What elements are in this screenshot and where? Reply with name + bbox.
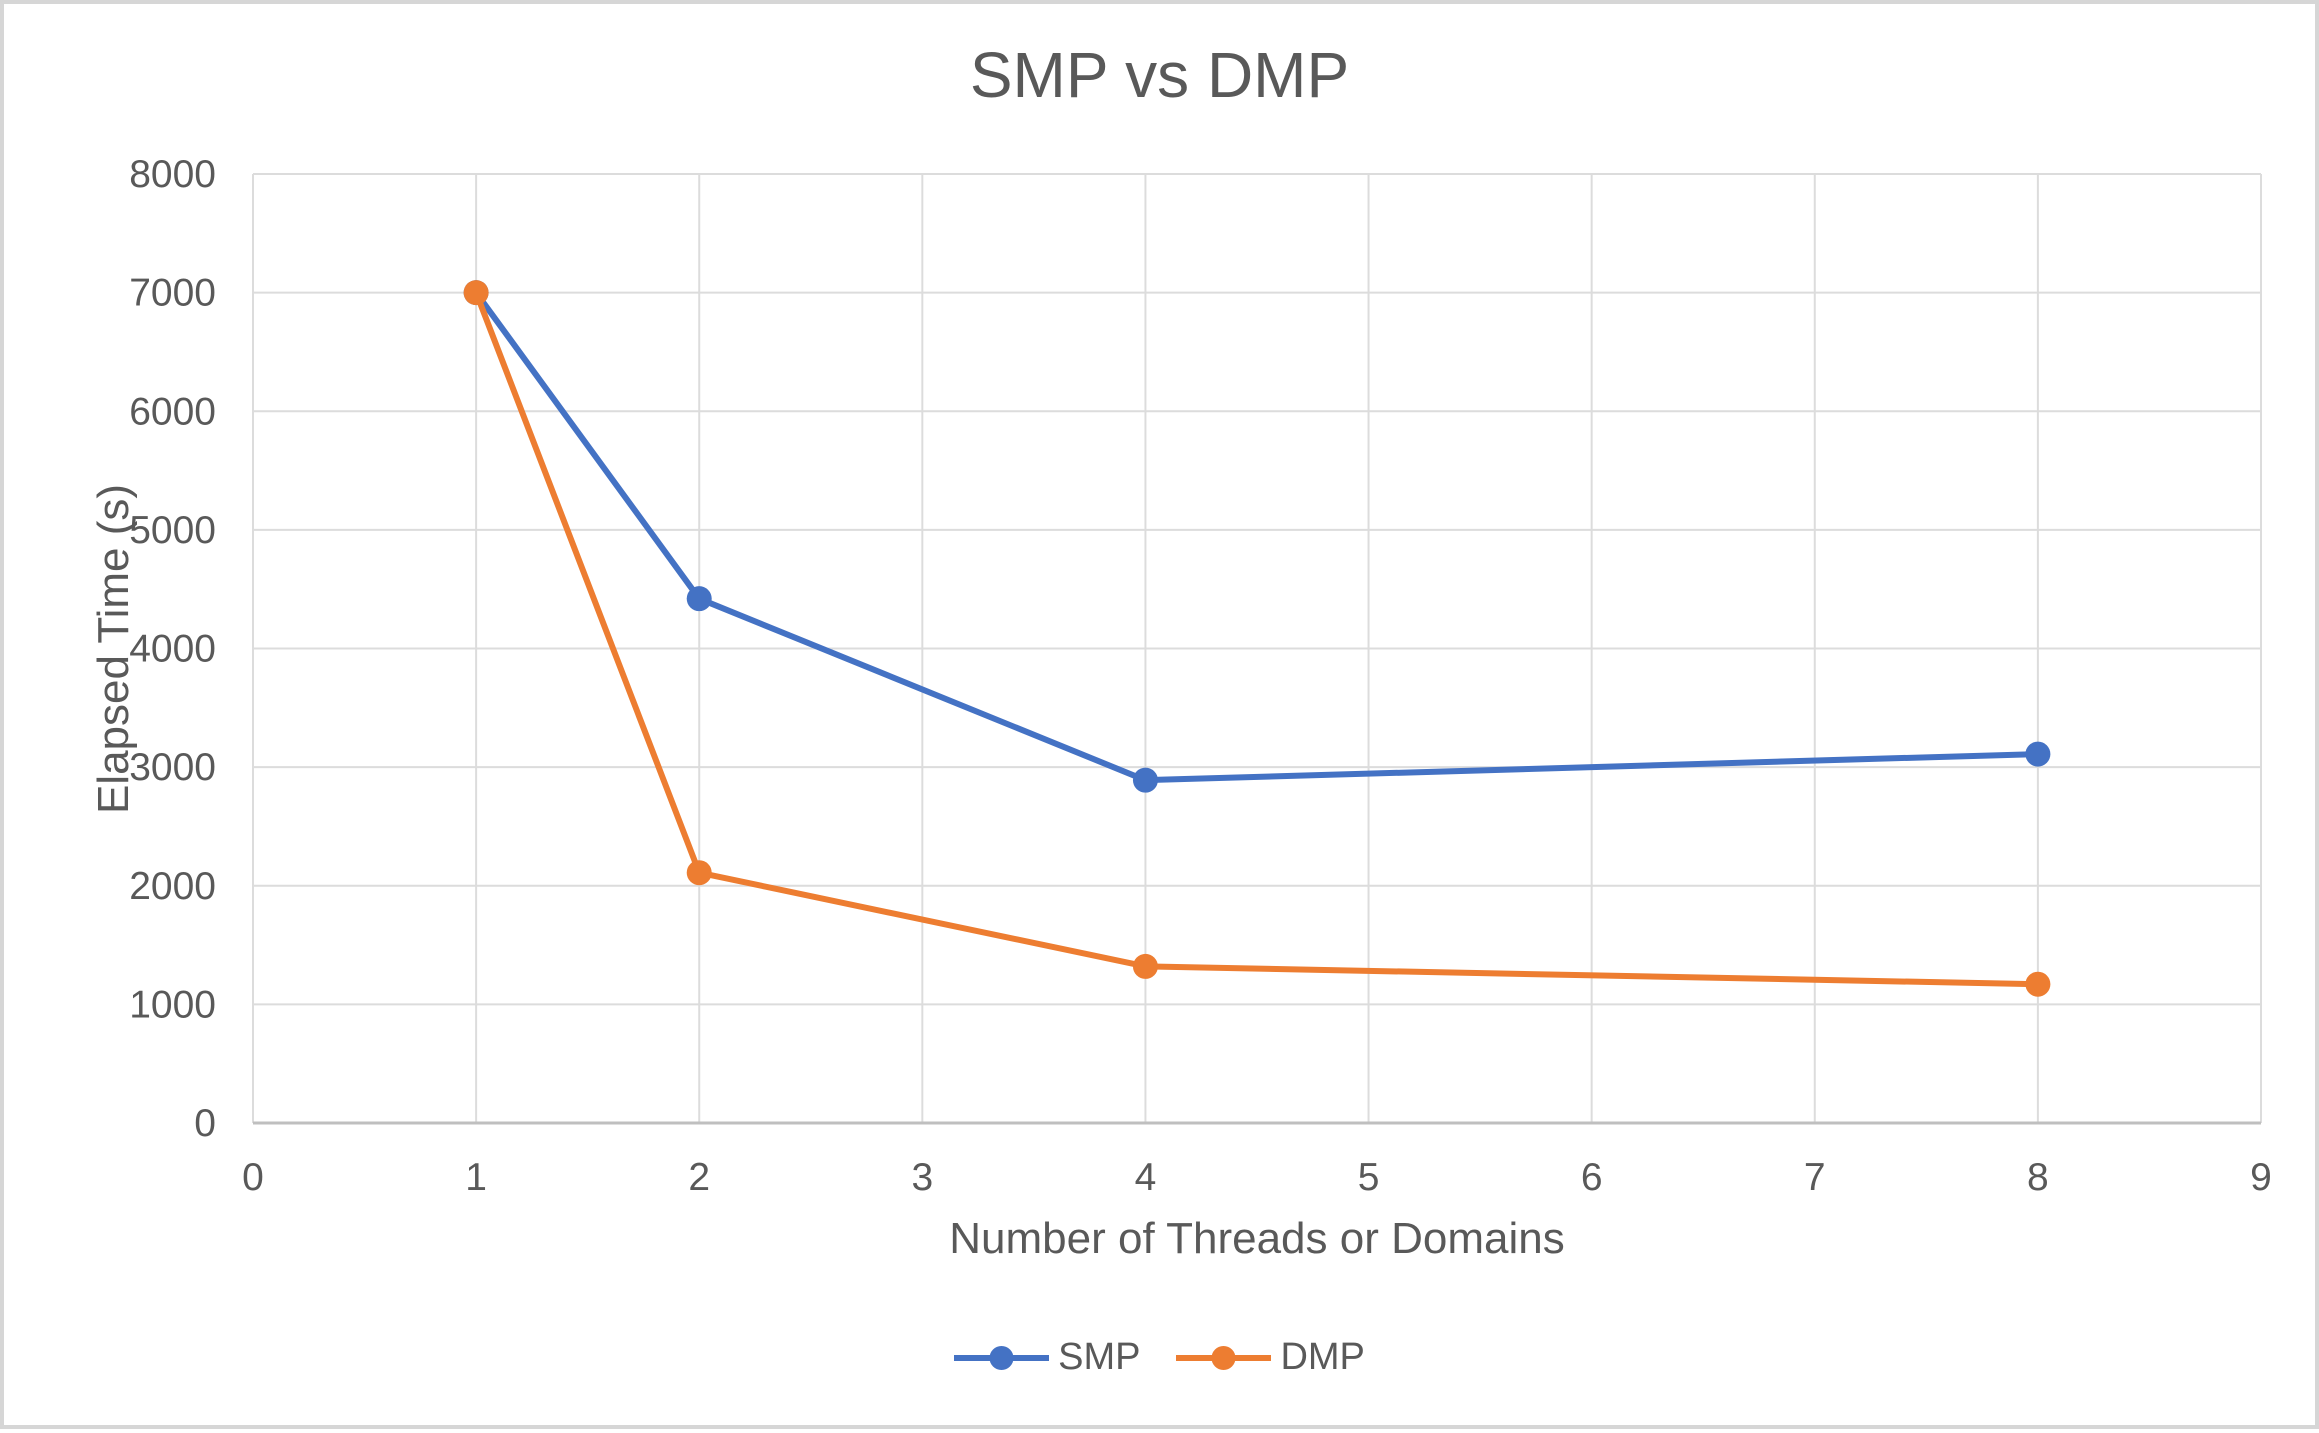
x-tick-label-0: 0 xyxy=(242,1156,264,1199)
y-tick-label-6000: 6000 xyxy=(129,390,216,433)
smp-legend-swatch-icon xyxy=(954,1345,1050,1370)
dmp-series-line[interactable] xyxy=(473,289,2041,988)
smp-marker-x4[interactable] xyxy=(1132,767,1158,793)
y-tick-label-0: 0 xyxy=(194,1102,216,1145)
y-tick-label-1000: 1000 xyxy=(129,983,216,1026)
legend-label-dmp: DMP xyxy=(1280,1336,1365,1378)
x-tick-label-3: 3 xyxy=(911,1156,933,1199)
legend-label-smp: SMP xyxy=(1058,1336,1141,1378)
x-tick-label-2: 2 xyxy=(688,1156,710,1199)
x-tick-label-1: 1 xyxy=(465,1156,487,1199)
x-tick-label-4: 4 xyxy=(1135,1156,1157,1199)
smp-series-line[interactable] xyxy=(473,289,2041,784)
x-axis-title: Number of Threads or Domains xyxy=(949,1214,1565,1263)
y-tick-label-5000: 5000 xyxy=(129,509,216,552)
dmp-marker-x2[interactable] xyxy=(686,860,712,886)
y-tick-label-7000: 7000 xyxy=(129,272,216,315)
dmp-legend-swatch-icon xyxy=(1176,1345,1272,1370)
legend: SMP DMP xyxy=(4,1336,2315,1379)
x-tick-label-8: 8 xyxy=(2027,1156,2049,1199)
dmp-marker-x8[interactable] xyxy=(2025,971,2051,997)
x-tick-label-7: 7 xyxy=(1804,1156,1826,1199)
smp-marker-x2[interactable] xyxy=(686,586,712,612)
smp-marker-x8[interactable] xyxy=(2025,741,2051,767)
legend-item-dmp[interactable]: DMP xyxy=(1176,1336,1365,1379)
y-tick-label-3000: 3000 xyxy=(129,746,216,789)
y-tick-label-2000: 2000 xyxy=(129,865,216,908)
x-tick-label-5: 5 xyxy=(1358,1156,1380,1199)
dmp-marker-x1[interactable] xyxy=(463,280,489,306)
x-tick-label-9: 9 xyxy=(2250,1156,2272,1199)
dmp-marker-x4[interactable] xyxy=(1132,953,1158,979)
y-axis-title: Elapsed Time (s) xyxy=(89,483,138,815)
chart-title: SMP vs DMP xyxy=(969,39,1350,111)
x-tick-label-6: 6 xyxy=(1581,1156,1603,1199)
y-tick-label-4000: 4000 xyxy=(129,628,216,671)
y-tick-label-8000: 8000 xyxy=(129,153,216,196)
plot-area: 0 1000 2000 3000 4000 5000 6000 7000 8000 0 1 2 3 4 5 6… xyxy=(129,153,2272,1199)
legend-item-smp[interactable]: SMP xyxy=(954,1336,1140,1379)
